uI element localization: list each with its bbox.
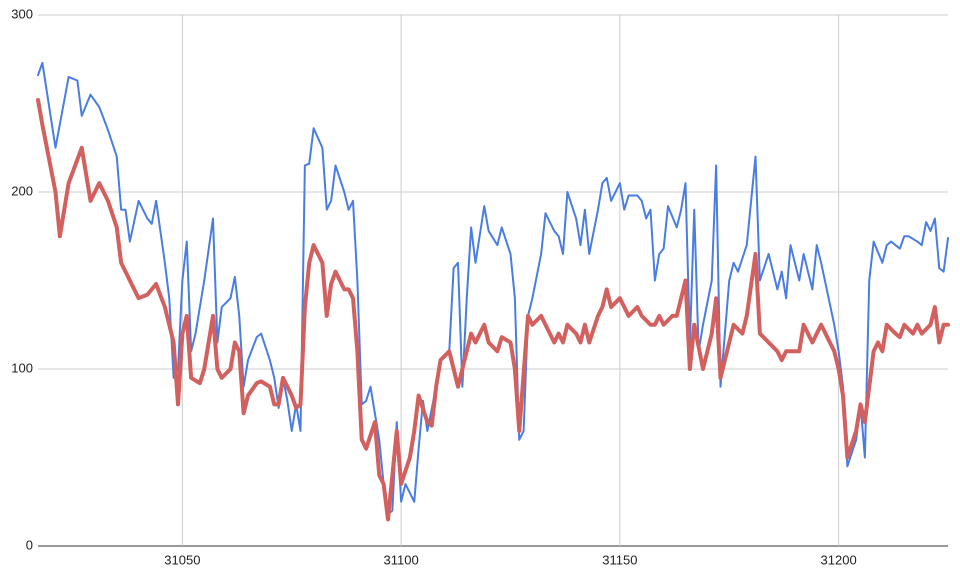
y-tick-label: 300 <box>11 6 33 21</box>
x-tick-label: 31050 <box>164 552 200 567</box>
x-tick-label: 31200 <box>821 552 857 567</box>
y-tick-label: 200 <box>11 183 33 198</box>
y-tick-label: 0 <box>26 537 33 552</box>
series-line <box>36 97 950 522</box>
x-tick-label: 31150 <box>602 552 637 567</box>
series-line <box>37 61 949 516</box>
y-tick-label: 100 <box>11 360 33 375</box>
x-tick-label: 31100 <box>384 552 419 567</box>
